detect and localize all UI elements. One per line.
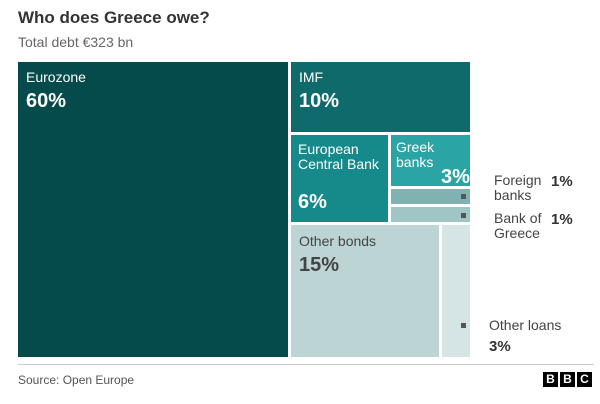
value-label: 60% xyxy=(26,90,67,112)
cell-label: Greek banks xyxy=(396,139,435,170)
value-label: 6% xyxy=(298,191,327,213)
callout-marker xyxy=(461,194,466,199)
value-label: 10% xyxy=(299,90,340,112)
treemap-cell xyxy=(391,135,470,186)
cell-label: IMF xyxy=(299,69,324,85)
value-label: 1% xyxy=(551,211,573,228)
treemap-cell xyxy=(391,207,470,222)
source: Source: Open Europe xyxy=(18,373,135,387)
value-label: 15% xyxy=(299,254,340,276)
value-label: 1% xyxy=(551,173,573,190)
treemap-cell xyxy=(291,135,388,222)
callout-marker xyxy=(461,213,466,218)
cell-label: European Central Bank xyxy=(298,141,379,172)
logo-letter: B xyxy=(543,372,558,387)
footer-rule xyxy=(18,364,594,365)
value-label: 3% xyxy=(441,166,470,188)
cell-label: Other loans xyxy=(489,317,562,333)
logo-letter: B xyxy=(560,372,575,387)
treemap-cell xyxy=(391,189,470,204)
treemap-cell xyxy=(18,62,288,357)
value-label: 3% xyxy=(489,338,511,355)
cell-label: Bank of Greece xyxy=(494,210,542,241)
logo-letter: C xyxy=(577,372,592,387)
chart-subtitle: Total debt €323 bn xyxy=(18,34,134,50)
cell-label: Other bonds xyxy=(299,233,377,249)
treemap-cell xyxy=(442,225,470,357)
cell-label: Eurozone xyxy=(26,69,86,85)
cell-label: Foreign banks xyxy=(494,172,542,203)
treemap-cell xyxy=(291,225,439,357)
treemap-cell xyxy=(291,62,470,132)
chart-title: Who does Greece owe? xyxy=(18,8,210,27)
callout-marker xyxy=(461,323,466,328)
